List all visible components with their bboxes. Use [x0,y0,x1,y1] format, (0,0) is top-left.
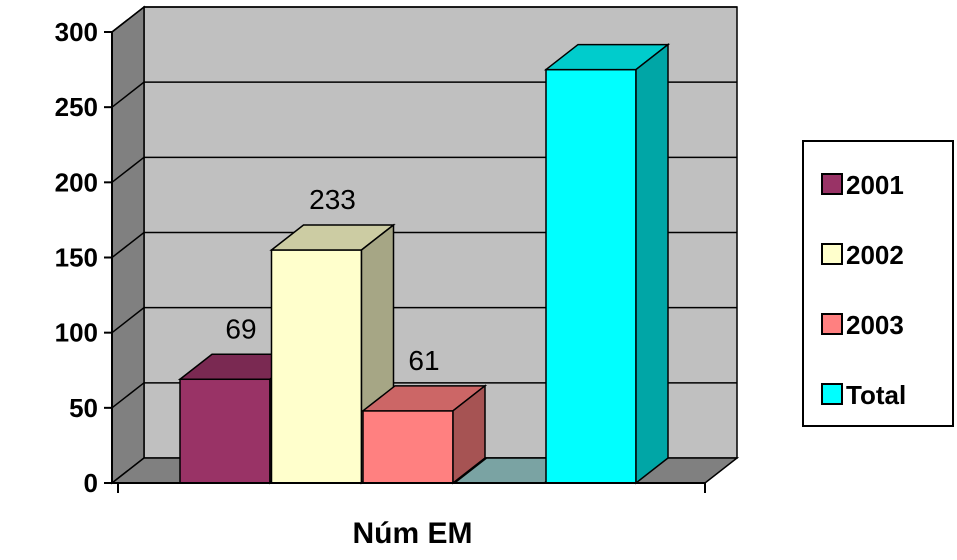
data-label-2002: 233 [309,184,356,215]
x-axis: Núm EM [112,482,706,550]
y-tick-label: 250 [55,92,98,122]
y-tick-label: 100 [55,318,98,348]
bar-2003-2 [360,384,488,485]
legend-swatch-total [821,383,843,405]
gridline [111,156,737,183]
y-axis: 0 50 100 150 200 250 300 [55,17,113,498]
bar-front [545,68,637,484]
bar-front [362,410,454,484]
x-category-label: Núm EM [353,517,473,550]
legend-label-2002: 2002 [846,240,904,270]
legend-label-total: Total [846,380,906,410]
bar-total-4 [543,43,671,485]
data-label-2001: 69 [225,313,256,344]
data-labels: 69 233 61 [225,184,439,376]
bar-side [452,384,486,485]
y-tick-label: 300 [55,17,98,47]
legend-swatch-2003 [821,313,843,335]
y-tick-label: 200 [55,167,98,197]
y-tick-label: 50 [69,393,98,423]
y-tick-label: 150 [55,243,98,273]
bars [177,43,671,485]
y-tick-label: 0 [84,468,98,498]
gridlines [111,6,737,409]
bar-front [179,378,271,484]
bar-side [635,43,669,485]
gridline [111,382,737,409]
data-label-2003: 61 [408,345,439,376]
legend: 2001 2002 2003 Total [802,140,954,427]
legend-swatch-2002 [821,243,843,265]
gridline [111,81,737,108]
gridline [111,231,737,259]
gridline [111,306,737,334]
legend-swatch-2001 [821,173,843,195]
bar-front [270,249,363,484]
legend-label-2003: 2003 [846,310,904,340]
gridline [111,6,737,33]
legend-label-2001: 2001 [846,170,904,200]
